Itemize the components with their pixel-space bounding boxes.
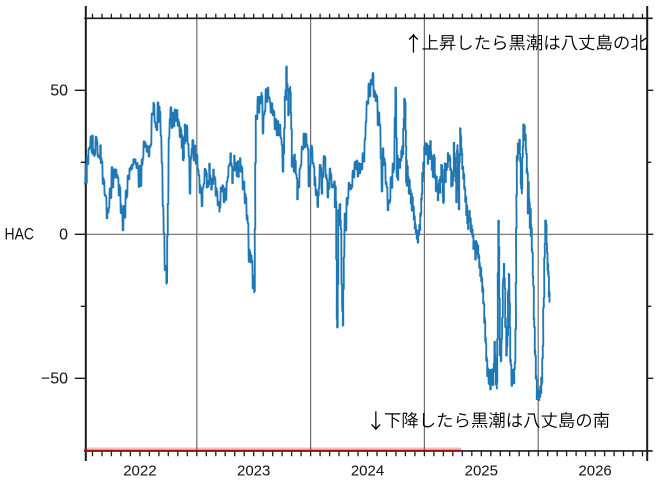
svg-text:−50: −50 (41, 371, 68, 388)
svg-text:2026: 2026 (578, 463, 611, 480)
svg-text:HAC: HAC (5, 224, 35, 243)
svg-text:2025: 2025 (465, 463, 498, 480)
svg-text:2022: 2022 (123, 463, 156, 480)
svg-text:2024: 2024 (351, 463, 384, 480)
svg-text:0: 0 (59, 227, 68, 244)
svg-text:2023: 2023 (237, 463, 270, 480)
svg-text:50: 50 (50, 83, 68, 100)
